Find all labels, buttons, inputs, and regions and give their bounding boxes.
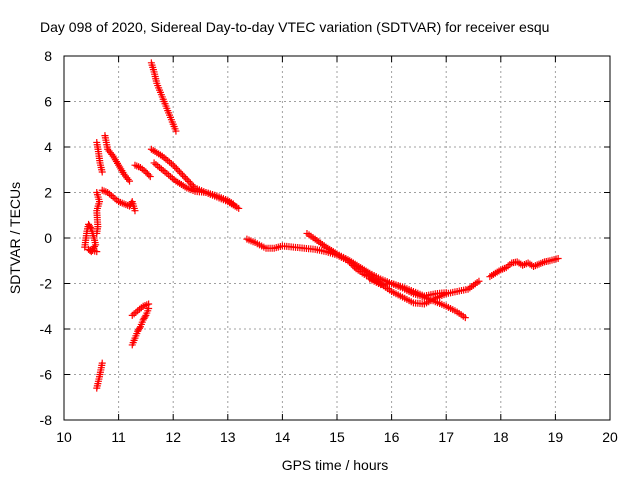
data-point <box>171 163 179 171</box>
y-tick-label: -2 <box>40 276 53 292</box>
series-arc-i <box>131 161 154 181</box>
data-point <box>229 200 237 208</box>
y-tick-label: 4 <box>44 139 52 155</box>
y-tick-label: 0 <box>44 230 52 246</box>
data-point <box>172 127 180 135</box>
series-arc-g <box>128 305 153 349</box>
series-arc-j <box>147 59 180 135</box>
data-point <box>93 229 101 237</box>
data-point <box>442 289 450 297</box>
data-point <box>108 150 116 158</box>
data-point <box>475 277 483 285</box>
data-layer <box>81 59 562 392</box>
y-tick-label: -6 <box>40 367 53 383</box>
data-point <box>93 248 101 256</box>
series-arc-n <box>303 229 469 322</box>
data-point <box>146 173 154 181</box>
series-arc-a <box>81 220 101 256</box>
series-arc-h <box>128 300 153 319</box>
series-arc-f <box>93 359 106 392</box>
data-point <box>177 169 185 177</box>
data-point <box>136 324 144 332</box>
y-axis-label: SDTVAR / TECUs <box>7 182 23 294</box>
data-point <box>124 175 132 183</box>
data-point <box>554 254 562 262</box>
series-arc-p <box>486 254 562 281</box>
x-tick-label: 11 <box>111 429 126 445</box>
x-tick-label: 13 <box>220 429 236 445</box>
x-tick-label: 15 <box>329 429 345 445</box>
series-arc-e <box>98 186 139 215</box>
y-tick-label: 8 <box>44 48 52 64</box>
data-point <box>182 174 190 182</box>
data-point <box>131 207 139 215</box>
data-point <box>98 359 106 367</box>
chart-title: Day 098 of 2020, Sidereal Day-to-day VTE… <box>40 19 549 35</box>
x-tick-label: 19 <box>548 429 564 445</box>
data-point <box>169 161 177 169</box>
series-arc-c <box>93 189 103 237</box>
data-point <box>175 168 183 176</box>
y-tick-label: 6 <box>44 94 52 110</box>
data-point <box>188 181 196 189</box>
grid-layer <box>64 56 610 420</box>
data-point <box>183 176 191 184</box>
x-tick-label: 17 <box>438 429 454 445</box>
data-point <box>180 173 188 181</box>
data-point <box>179 171 187 179</box>
series-arc-b <box>93 138 106 176</box>
y-tick-label: 2 <box>44 185 52 201</box>
x-tick-label: 10 <box>56 429 72 445</box>
series-arc-d <box>101 132 134 185</box>
data-point <box>145 300 153 308</box>
x-tick-label: 20 <box>602 429 618 445</box>
data-point <box>141 313 149 321</box>
series-arc-l <box>150 159 237 208</box>
data-point <box>185 177 193 185</box>
data-point <box>86 223 94 231</box>
data-point <box>145 171 153 179</box>
series-arc-o <box>366 275 450 300</box>
x-axis-label: GPS time / hours <box>282 457 389 473</box>
tick-layer: 10 11 12 13 14 15 16 17 18 19 20 -8 -6 -4 -2 0 2 4 6 8 <box>40 48 618 445</box>
data-point <box>126 177 134 185</box>
data-point <box>186 179 194 187</box>
data-point <box>174 166 182 174</box>
y-tick-label: -4 <box>40 321 53 337</box>
data-point <box>235 204 243 212</box>
data-point <box>461 314 469 322</box>
data-point <box>98 168 106 176</box>
x-tick-label: 12 <box>165 429 181 445</box>
x-tick-label: 16 <box>384 429 400 445</box>
x-tick-label: 14 <box>275 429 291 445</box>
x-tick-label: 18 <box>493 429 509 445</box>
y-tick-label: -8 <box>40 412 53 428</box>
data-point <box>172 164 180 172</box>
